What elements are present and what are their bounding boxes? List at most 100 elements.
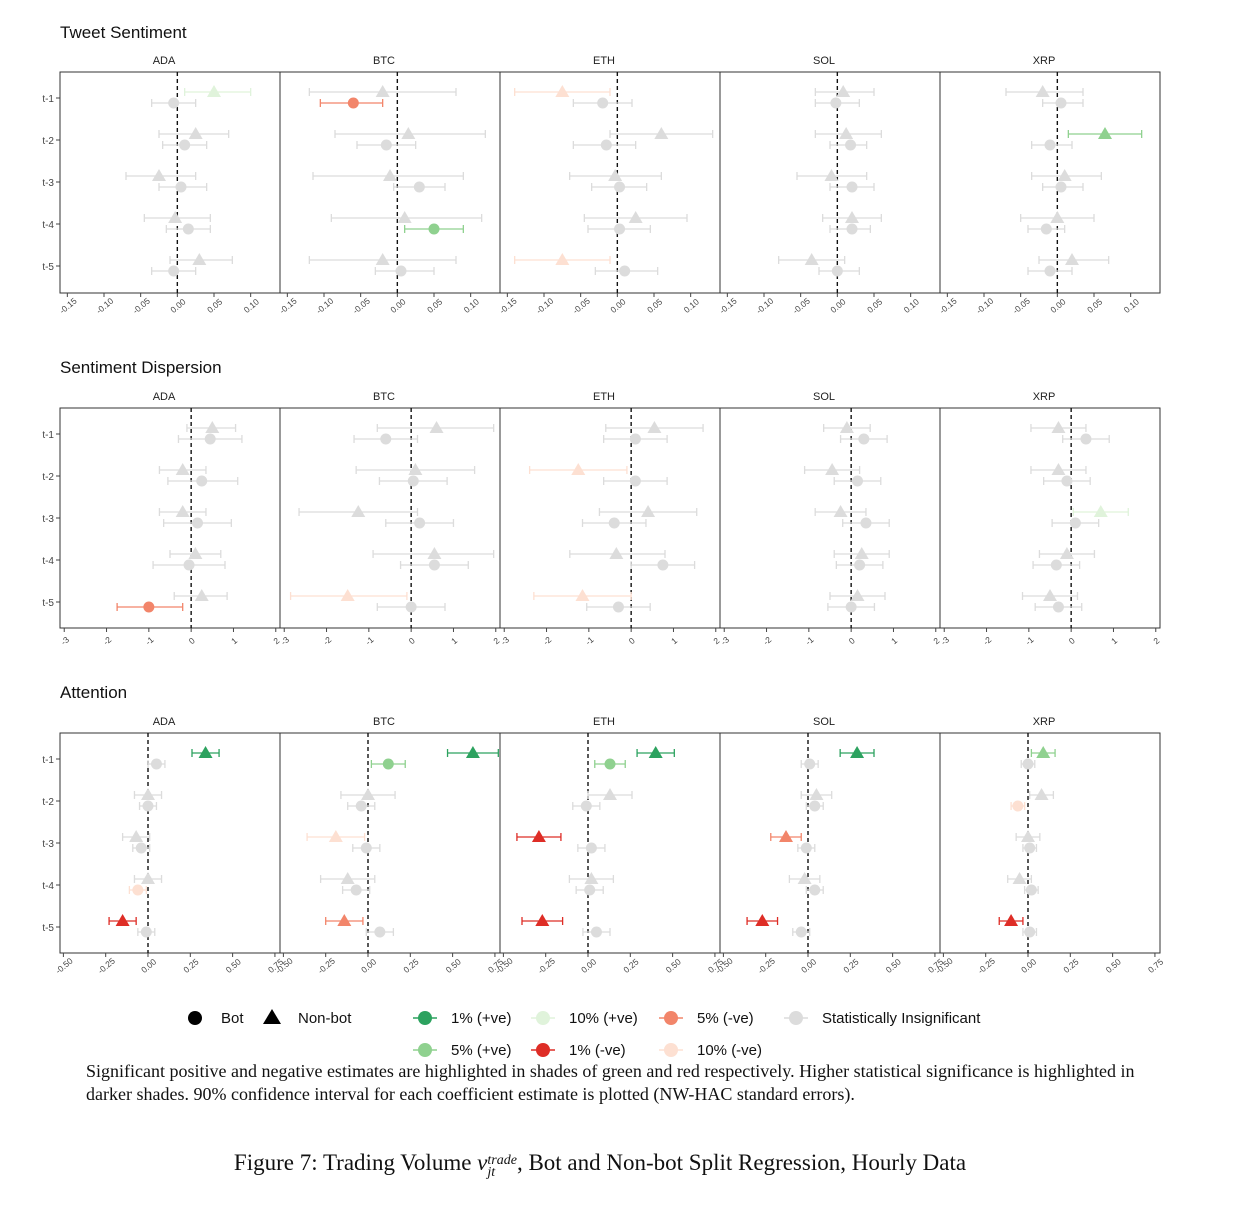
bot-estimate: [1010, 800, 1026, 812]
triangle-marker: [648, 746, 663, 758]
triangle-marker: [340, 589, 355, 601]
circle-marker: [347, 97, 359, 109]
x-tick-label: 0.25: [181, 956, 200, 974]
triangle-marker: [337, 914, 352, 926]
nonbot-estimate: [312, 169, 464, 181]
bot-estimate: [370, 758, 406, 770]
nonbot-estimate: [998, 914, 1024, 926]
x-tick-label: -1: [1023, 634, 1035, 647]
triangle-marker: [809, 788, 824, 800]
nonbot-estimate: [803, 463, 861, 475]
circle-marker: [852, 475, 863, 487]
x-tick-label: -1: [583, 634, 595, 647]
bot-estimate: [376, 601, 446, 613]
bot-estimate: [177, 433, 243, 445]
row-label: t-2: [42, 797, 54, 808]
panel-title: BTC: [373, 391, 395, 403]
bot-estimate: [138, 800, 158, 812]
figure-title-prefix: Figure 7: Trading Volume: [233, 1150, 478, 1175]
triangle-marker: [824, 169, 839, 181]
triangle-marker: [1050, 211, 1065, 223]
x-tick-label: 0.25: [1061, 956, 1080, 974]
x-tick-label: 2: [491, 635, 501, 646]
x-tick-label: 0.05: [205, 296, 224, 314]
nonbot-estimate: [186, 421, 237, 433]
triangle-marker: [641, 505, 656, 517]
x-tick-label: -0.05: [791, 296, 812, 316]
triangle-marker: [755, 914, 770, 926]
circle-marker: [854, 559, 866, 571]
panel-title: XRP: [1033, 716, 1056, 728]
x-tick-label: -0.50: [53, 956, 74, 976]
triangle-marker: [628, 211, 643, 223]
legend-swatch-dot: [789, 1011, 803, 1025]
bot-estimate: [132, 842, 151, 854]
bot-estimate: [1023, 884, 1039, 896]
bot-estimate: [829, 181, 875, 193]
nonbot-estimate: [330, 211, 483, 223]
circle-marker: [584, 884, 596, 896]
section-title: Sentiment Dispersion: [60, 358, 222, 377]
x-tick-label: 0.00: [1048, 296, 1067, 314]
x-tick-label: 0.25: [841, 956, 860, 974]
nonbot-estimate: [1038, 547, 1096, 559]
nonbot-estimate: [289, 589, 408, 601]
bot-estimate: [352, 842, 381, 854]
bot-estimate: [594, 758, 626, 770]
nonbot-estimate: [1007, 872, 1033, 884]
legend-swatch-dot: [418, 1043, 432, 1057]
circle-marker: [608, 517, 620, 529]
circle-marker: [428, 559, 440, 571]
x-tick-label: -3: [499, 634, 511, 647]
row-label: t-1: [42, 755, 54, 766]
circle-marker: [204, 433, 216, 445]
circle-marker: [614, 181, 626, 193]
triangle-marker: [175, 463, 190, 475]
triangle-marker: [351, 505, 366, 517]
nonbot-estimate: [636, 746, 675, 758]
x-tick-label: -3: [939, 634, 951, 647]
x-tick-label: 1: [229, 635, 239, 646]
bot-estimate: [404, 223, 464, 235]
triangle-marker: [129, 830, 144, 842]
circle-marker: [1022, 758, 1034, 770]
bot-estimate: [577, 842, 606, 854]
triangle-marker: [401, 127, 416, 139]
triangle-marker: [1012, 872, 1027, 884]
row-label: t-5: [42, 598, 54, 609]
nonbot-estimate: [133, 788, 163, 800]
row-label: t-3: [42, 514, 54, 525]
triangle-marker: [1036, 746, 1051, 758]
nonbot-estimate: [325, 914, 364, 926]
nonbot-estimate: [814, 85, 875, 97]
triangle-marker: [1021, 830, 1035, 842]
bot-estimate: [167, 475, 239, 487]
x-tick-label: 0: [187, 635, 197, 646]
panel-title: ETH: [593, 716, 615, 728]
triangle-marker: [205, 421, 220, 433]
x-tick-label: -0.10: [974, 296, 995, 316]
nonbot-estimate: [770, 830, 802, 842]
circle-marker: [1055, 97, 1067, 109]
circle-marker: [585, 842, 597, 854]
triangle-marker: [839, 421, 854, 433]
circle-marker: [845, 139, 857, 151]
triangle-marker: [850, 746, 865, 758]
bot-estimate: [319, 97, 384, 109]
x-tick-label: -1: [803, 634, 815, 647]
triangle-marker: [429, 421, 444, 433]
circle-marker: [1012, 800, 1024, 812]
x-tick-label: -2: [321, 634, 333, 647]
nonbot-estimate: [598, 505, 698, 517]
figure-title-symbol: v: [477, 1150, 488, 1175]
triangle-marker: [427, 547, 442, 559]
x-tick-label: -0.10: [314, 296, 335, 316]
circle-marker: [590, 926, 602, 938]
triangle-marker: [1034, 788, 1049, 800]
triangle-marker: [192, 253, 207, 265]
circle-marker: [143, 601, 155, 613]
legend-label: 10% (+ve): [569, 1010, 638, 1027]
panel-title: ADA: [153, 716, 176, 728]
x-tick-label: 0.10: [902, 296, 921, 314]
bot-estimate: [365, 926, 395, 938]
